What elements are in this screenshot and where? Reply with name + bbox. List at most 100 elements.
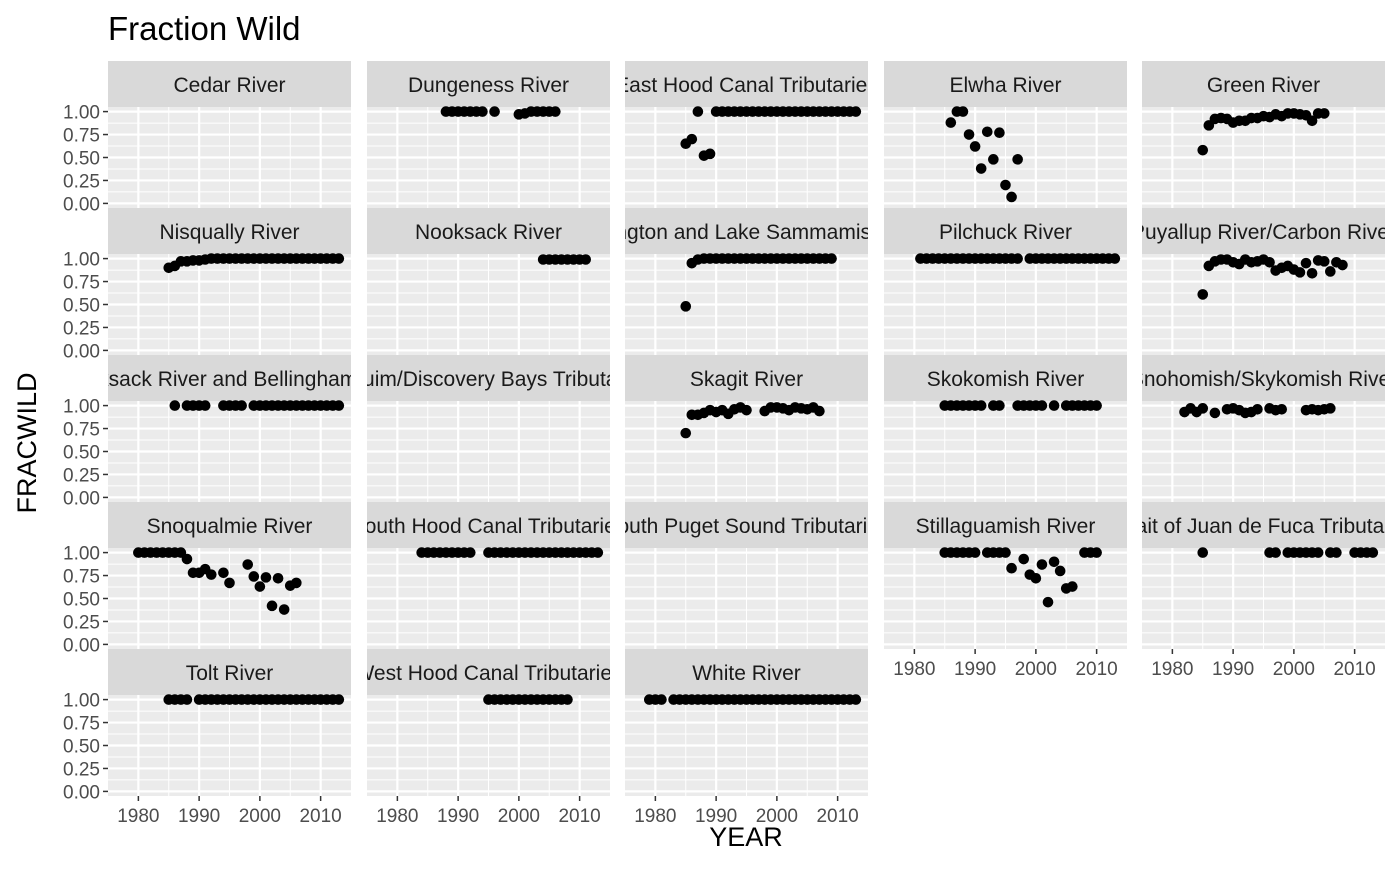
facet-strip-label: South Puget Sound Tributaries: [603, 515, 889, 538]
data-point: [242, 559, 254, 570]
data-point: [850, 694, 862, 705]
data-point: [1030, 573, 1042, 584]
facet-strip: [625, 61, 868, 107]
data-point: [1067, 581, 1078, 592]
data-point: [692, 106, 704, 117]
data-point: [686, 133, 698, 145]
chart-title: Fraction Wild: [108, 10, 301, 47]
facet-strip-label: Nooksack River: [415, 221, 562, 244]
y-tick-label: 0.75: [63, 126, 100, 147]
data-point: [1000, 179, 1011, 191]
data-point: [236, 400, 247, 411]
facet-strip-label: Cedar River: [173, 74, 285, 97]
y-tick-label: 1.00: [63, 103, 100, 124]
facet-strip-label: Snohomish/Skykomish River: [1130, 368, 1397, 391]
data-point: [477, 106, 488, 117]
facet-panel: Nooksack River: [367, 208, 610, 355]
x-tick-label: 2000: [1015, 659, 1057, 680]
data-point: [704, 148, 716, 160]
y-tick-label: 0.50: [63, 149, 100, 170]
data-point: [850, 106, 862, 117]
facet-panel: Snoqualmie River 0.000.250.500.751.00: [63, 502, 351, 656]
data-point: [741, 404, 752, 416]
facet-panel: Elwha River: [884, 61, 1127, 208]
x-tick-label: 2010: [558, 806, 600, 827]
data-point: [580, 254, 591, 265]
facet-panel: West Hood Canal Tributaries 1980 1990 2000 2…: [354, 649, 622, 827]
data-point: [199, 400, 211, 411]
data-point: [333, 253, 345, 264]
data-point: [248, 571, 260, 582]
x-tick-label: 2000: [239, 806, 281, 827]
data-point: [1325, 266, 1336, 277]
facet-panel: Green River: [1142, 61, 1385, 208]
facet-strip-label: West Hood Canal Tributaries: [354, 662, 622, 685]
y-tick-label: 0.25: [63, 318, 100, 339]
data-point: [1018, 553, 1030, 565]
data-point: [969, 547, 981, 558]
facet-strip: [108, 61, 351, 107]
facet-strip-label: Dungeness River: [408, 74, 569, 97]
data-point: [205, 569, 217, 580]
data-point: [333, 694, 345, 705]
facet-strip-label: Nisqually River: [159, 221, 299, 244]
facet-panel: White River 1980 1990 2000 2010: [625, 649, 868, 827]
facet-panel: Tolt River 0.000.250.500.751.00 1980 1990 20…: [63, 649, 351, 827]
facet-strip-label: Skagit River: [690, 368, 803, 391]
facet-strip: [367, 355, 610, 401]
facet-strip-label: Green River: [1207, 74, 1320, 97]
data-point: [218, 567, 229, 579]
facet-strip-label: Sequim/Discovery Bays Tributaries: [326, 368, 652, 391]
x-tick-label: 1990: [695, 806, 737, 827]
facet-strip: [625, 208, 868, 254]
facet-strip-label: White River: [692, 662, 801, 685]
facet-strip: [1142, 355, 1385, 401]
data-point: [988, 154, 999, 165]
data-point: [945, 117, 957, 128]
x-tick-label: 2010: [816, 806, 858, 827]
x-tick-label: 2000: [1273, 659, 1315, 680]
data-point: [181, 694, 193, 705]
y-tick-label: 1.00: [63, 250, 100, 271]
facet-strip: [884, 355, 1127, 401]
data-point: [814, 405, 825, 417]
facet-panel: Pilchuck River: [884, 208, 1127, 355]
x-tick-label: 1980: [1151, 659, 1193, 680]
data-point: [975, 163, 987, 174]
facet-strip: [625, 502, 868, 548]
data-point: [1042, 596, 1054, 608]
facet-strip: [884, 208, 1127, 254]
data-point: [1300, 257, 1312, 269]
facet-panel: Cedar River 0.000.250.500.751.00: [63, 61, 351, 215]
facet-strip: [108, 355, 351, 401]
data-point: [1331, 547, 1342, 558]
facet-strip: [1142, 208, 1385, 254]
data-point: [550, 106, 561, 117]
data-point: [333, 400, 345, 411]
facet-strip-label: Pilchuck River: [939, 221, 1072, 244]
facet-strip-label: Lake Washington and Lake Sammamish Tribu…: [506, 221, 986, 244]
data-point: [592, 547, 604, 558]
facet-strip: [884, 61, 1127, 107]
facet-strip: [1142, 502, 1385, 548]
data-point: [1197, 289, 1209, 300]
facet-panel: Strait of Juan de Fuca Tributaries 1980 19…: [1142, 502, 1385, 680]
data-point: [1006, 191, 1017, 203]
facet-strip-label: Tolt River: [186, 662, 274, 685]
data-point: [1306, 115, 1318, 127]
facet-strip-label: East Hood Canal Tributaries: [615, 74, 878, 97]
data-point: [1197, 547, 1209, 558]
data-point: [489, 106, 500, 117]
facet-strip: [108, 208, 351, 254]
facet-panel: Dungeness River: [367, 61, 610, 208]
data-point: [169, 400, 181, 411]
data-point: [1036, 400, 1048, 411]
facet-panel: East Hood Canal Tributaries: [615, 61, 878, 208]
x-tick-label: 1990: [178, 806, 220, 827]
data-point: [1294, 267, 1306, 278]
data-point: [680, 427, 692, 439]
data-point: [1006, 562, 1017, 574]
facet-panel: Lake Washington and Lake Sammamish Tribu…: [506, 208, 986, 355]
y-tick-label: 0.00: [63, 635, 100, 656]
